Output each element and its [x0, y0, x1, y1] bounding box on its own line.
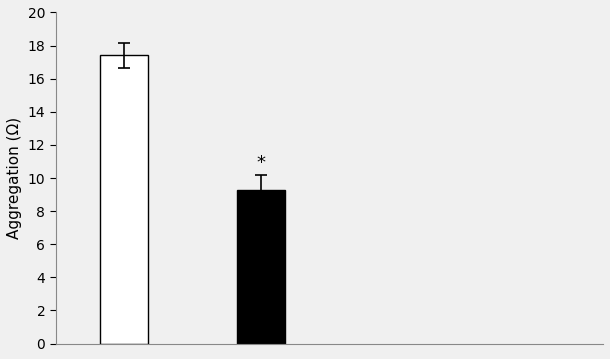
Y-axis label: Aggregation (Ω): Aggregation (Ω) — [7, 117, 22, 239]
Bar — [100, 56, 148, 344]
Bar — [237, 190, 285, 344]
Text: *: * — [256, 154, 265, 172]
